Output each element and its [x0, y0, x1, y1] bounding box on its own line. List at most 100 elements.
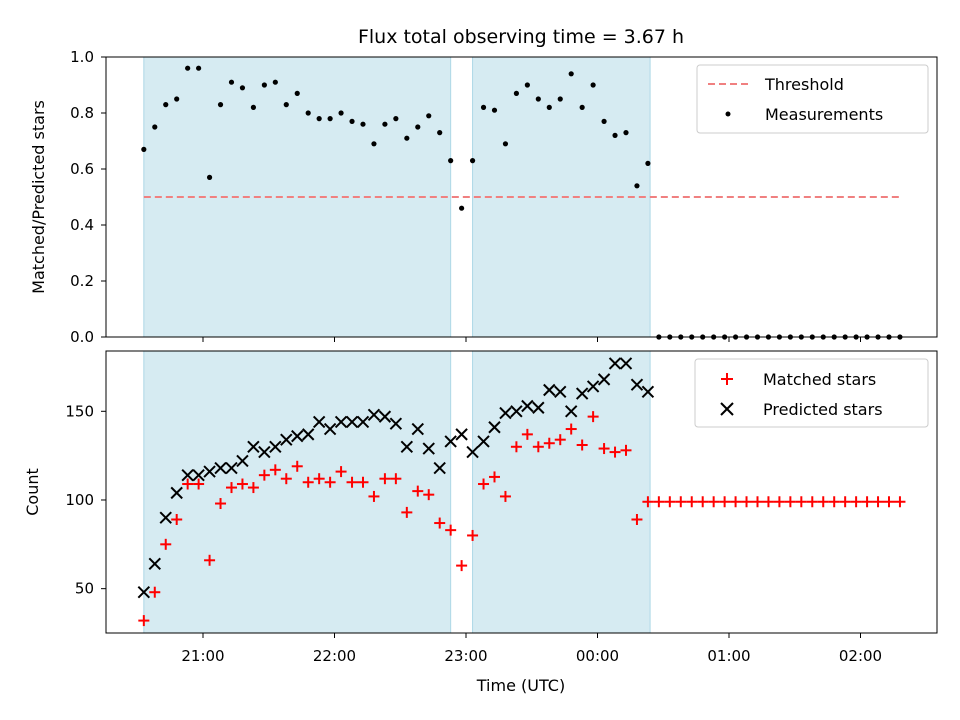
measurement-point: [524, 82, 530, 88]
ratio-y-tick-label: 0.4: [70, 216, 94, 234]
measurement-point: [250, 104, 257, 110]
predicted-star-marker: [597, 373, 611, 386]
legend-measurements-label: Measurements: [765, 105, 883, 124]
matched-star-marker: [708, 496, 720, 508]
measurement-point: [349, 118, 355, 124]
measurement-point: [437, 130, 443, 136]
matched-star-marker: [160, 538, 172, 550]
measurement-point: [645, 160, 651, 166]
measurement-point: [426, 113, 432, 119]
chart-title: Flux total observing time = 3.67 h: [358, 26, 684, 48]
measurement-point: [579, 104, 585, 110]
predicted-star-marker: [422, 442, 435, 455]
measurement-point: [272, 79, 278, 85]
predicted-star-marker: [181, 468, 194, 482]
legend-matched-label: Matched stars: [763, 370, 876, 389]
x-tick-label: 23:00: [444, 647, 487, 665]
predicted-star-marker: [488, 421, 501, 434]
matched-star-marker: [401, 506, 413, 518]
matched-star-marker: [697, 496, 709, 508]
predicted-star-marker: [510, 405, 523, 418]
matched-star-marker: [204, 554, 216, 566]
predicted-star-marker: [378, 410, 392, 423]
predicted-star-marker: [312, 415, 326, 429]
predicted-star-markers: [137, 357, 655, 599]
matched-star-marker: [806, 496, 818, 508]
x-axis-label: Time (UTC): [476, 676, 565, 695]
measurement-point: [634, 183, 640, 189]
matched-star-marker: [587, 411, 599, 423]
matched-star-marker: [456, 560, 468, 572]
matched-star-marker: [653, 496, 665, 508]
measurement-point: [261, 82, 267, 88]
observing-window-shading: [143, 350, 651, 634]
measurement-point: [415, 124, 421, 130]
count-y-ticks: 50 100 150: [65, 402, 106, 598]
predicted-star-marker: [291, 429, 304, 443]
predicted-star-marker: [499, 406, 512, 420]
matched-star-marker: [423, 489, 435, 501]
matched-star-marker: [324, 476, 336, 488]
predicted-star-marker: [444, 435, 457, 448]
measurement-point: [327, 116, 333, 122]
count-legend: Matched stars Predicted stars: [694, 358, 929, 428]
matched-star-marker: [171, 513, 183, 525]
measurement-point: [404, 135, 410, 141]
matched-star-marker: [532, 441, 544, 453]
matched-star-marker: [784, 496, 796, 508]
predicted-star-marker: [466, 445, 479, 459]
matched-star-marker: [302, 476, 314, 488]
matched-star-marker: [642, 496, 654, 508]
measurement-point: [568, 71, 574, 77]
legend-predicted-swatch: [720, 402, 734, 416]
predicted-star-marker: [532, 401, 545, 414]
matched-star-marker: [839, 496, 851, 508]
predicted-star-marker: [334, 415, 348, 429]
matched-star-marker: [478, 478, 490, 490]
measurement-point: [141, 146, 147, 152]
predicted-star-marker: [433, 461, 446, 475]
ratio-y-tick-label: 1.0: [70, 48, 94, 66]
matched-star-marker: [850, 496, 862, 508]
matched-star-marker: [872, 496, 884, 508]
ratio-panel-frame: [105, 56, 938, 338]
matched-star-marker: [751, 496, 763, 508]
matched-star-marker: [138, 615, 150, 627]
matched-star-marker: [664, 496, 676, 508]
shaded-interval-2: [472, 350, 651, 634]
matched-star-marker: [773, 496, 785, 508]
count-y-tick-label: 50: [75, 580, 94, 598]
predicted-star-marker: [564, 405, 578, 418]
matched-star-marker: [675, 496, 687, 508]
ratio-y-axis-label: Matched/Predicted stars: [29, 100, 48, 294]
measurement-point: [502, 141, 509, 147]
predicted-star-marker: [521, 399, 534, 413]
predicted-star-marker: [323, 422, 337, 436]
measurement-point: [612, 132, 618, 138]
measurement-point: [217, 102, 224, 108]
matched-star-marker: [741, 496, 753, 508]
predicted-star-marker: [148, 557, 161, 571]
matched-star-marker: [225, 482, 237, 494]
measurement-point: [294, 90, 300, 96]
measurement-point: [185, 65, 191, 71]
predicted-star-marker: [280, 433, 293, 446]
measurement-point: [174, 96, 180, 102]
x-tick-label: 21:00: [181, 647, 224, 665]
matched-star-marker: [883, 496, 895, 508]
matched-star-marker: [193, 478, 205, 490]
matched-star-marker: [488, 471, 500, 483]
measurement-point: [283, 102, 289, 108]
measurement-point: [360, 121, 366, 127]
predicted-star-marker: [641, 385, 655, 398]
matched-star-marker: [247, 482, 259, 494]
ratio-legend-box: [696, 64, 929, 134]
matched-star-marker: [631, 513, 643, 525]
ratio-y-tick-label: 0.6: [70, 160, 94, 178]
matched-star-marker: [554, 434, 566, 446]
matched-star-marker: [335, 466, 347, 478]
matched-star-marker: [499, 490, 511, 502]
matched-star-markers: [138, 411, 906, 627]
measurement-point: [469, 158, 476, 164]
